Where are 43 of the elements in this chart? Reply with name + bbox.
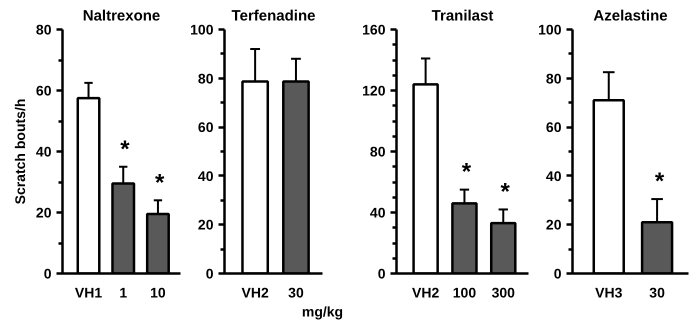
chart-title: Azelastine — [593, 8, 668, 24]
x-tick-label: VH2 — [242, 284, 269, 300]
x-tick-label: VH3 — [595, 284, 623, 300]
y-tick-label: 80 — [36, 22, 52, 38]
annotation: * — [462, 158, 472, 186]
x-tick-label: VH2 — [412, 284, 440, 300]
annotation: * — [120, 136, 130, 163]
y-tick-label: 80 — [370, 144, 386, 160]
y-tick-label: 60 — [36, 82, 52, 98]
x-tick-label: VH1 — [74, 284, 102, 300]
x-tick-label: 30 — [288, 284, 304, 300]
y-tick-label: 0 — [44, 266, 52, 282]
y-tick-label: 0 — [378, 266, 386, 282]
y-tick-label: 60 — [198, 119, 214, 136]
y-tick-label: 40 — [198, 168, 214, 184]
x-tick-label: 30 — [649, 284, 666, 300]
text: mg/kg — [302, 304, 344, 320]
y-tick-label: 20 — [546, 216, 562, 233]
y-tick-label: 40 — [36, 144, 52, 160]
chart-title: Terfenadine — [232, 8, 316, 24]
x-tick-label: 300 — [492, 284, 516, 300]
y-tick-label: 80 — [546, 70, 562, 86]
annotation: * — [654, 168, 665, 196]
x-tick-label: 100 — [452, 284, 476, 300]
y-tick-label: 60 — [546, 119, 562, 136]
chart-title: Naltrexone — [82, 8, 160, 24]
y-tick-label: 80 — [198, 70, 214, 86]
y-tick-label: 0 — [554, 266, 562, 282]
x-tick-label: 1 — [119, 284, 128, 300]
y-axis-title: Scratch bouts/h — [12, 98, 28, 204]
y-tick-label: 100 — [538, 22, 562, 38]
y-tick-label: 100 — [190, 22, 214, 38]
annotation: * — [500, 178, 511, 206]
y-tick-label: 20 — [36, 204, 52, 220]
y-tick-label: 120 — [362, 82, 386, 98]
y-tick-label: 40 — [546, 168, 562, 184]
annotation: * — [155, 169, 166, 196]
chart-title: Tranilast — [432, 8, 494, 24]
y-tick-label: 40 — [370, 204, 386, 220]
y-tick-label: 160 — [362, 22, 386, 38]
x-tick-label: 10 — [150, 284, 166, 300]
y-tick-label: 20 — [198, 216, 214, 233]
y-tick-label: 0 — [206, 266, 214, 282]
